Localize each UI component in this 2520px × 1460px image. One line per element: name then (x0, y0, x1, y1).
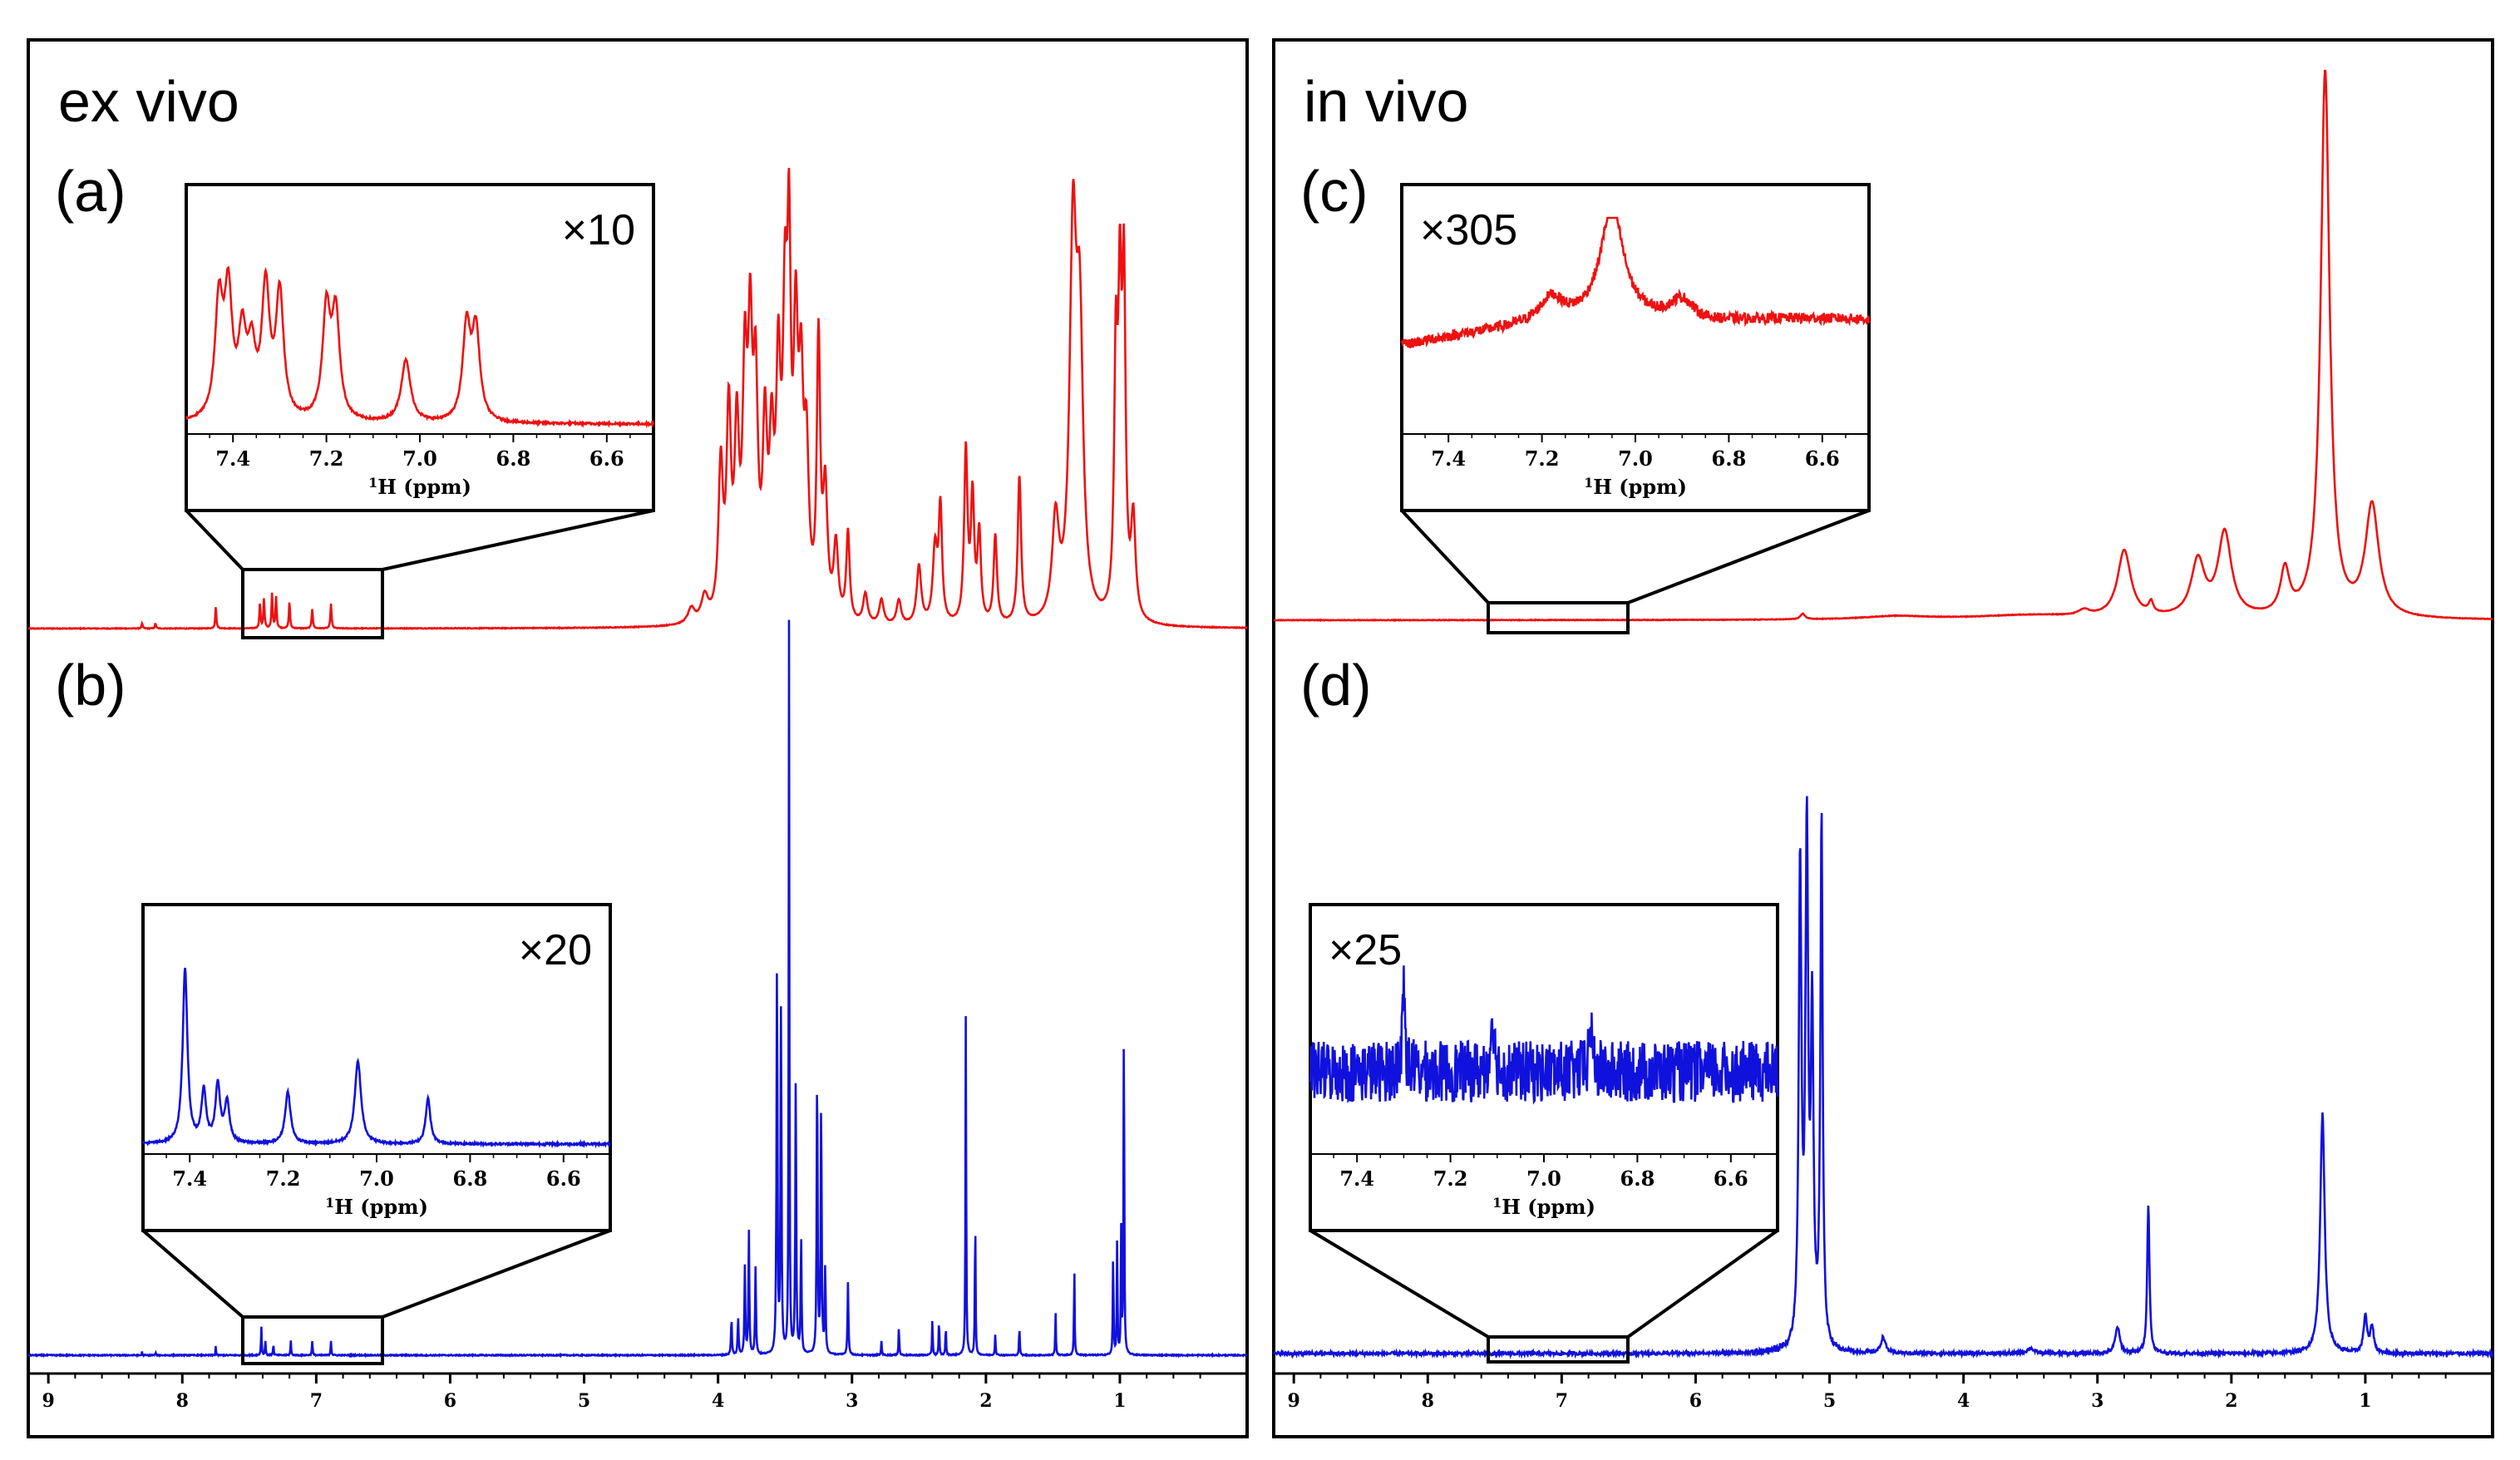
spectrum-line-d (1272, 796, 2494, 1359)
spectrum-line-a (27, 167, 1247, 631)
spectrum-line-c (1273, 69, 2493, 623)
left-panel-title: ex vivo (58, 69, 239, 134)
axis-tick-label: 7 (1556, 1390, 1568, 1412)
inset-axis-label-text: H (ppm) (1502, 1195, 1595, 1219)
inset-tick-label: 7.2 (1525, 446, 1560, 471)
inset-tick-label: 6.8 (1712, 446, 1747, 471)
zoom-connector-left (1400, 509, 1490, 604)
inset-spectrum-line (1400, 216, 1871, 349)
inset-tick-label: 6.6 (589, 446, 624, 471)
inset-tick-label: 7.4 (172, 1167, 207, 1191)
inset-a: ×10 7.4 7.2 7.0 6.8 6.6 1H (ppm) (185, 183, 655, 639)
inset-axis-label-text: H (ppm) (377, 475, 471, 499)
axis-tick-label: 9 (1288, 1390, 1300, 1412)
inset-magnification-label: ×25 (1329, 926, 1402, 974)
x-axis-right: 9 8 7 6 5 4 3 2 1 (1274, 1372, 2493, 1412)
inset-tick-label: 6.6 (1714, 1167, 1748, 1191)
zoom-connector-left (185, 509, 244, 571)
inset-tick-label: 7.0 (402, 446, 437, 471)
right-panel-frame (1272, 38, 2494, 1438)
inset-tick-label: 7.2 (1433, 1167, 1468, 1191)
inset-d: ×25 7.4 7.2 7.0 6.8 6.6 1H (ppm) (1309, 903, 1779, 1364)
inset-c: ×305 7.4 7.2 7.0 6.8 6.6 1H (ppm) (1400, 183, 1871, 634)
inset-spectrum-line (141, 967, 611, 1149)
zoom-region-box (1487, 601, 1630, 634)
axis-tick-label: 8 (176, 1390, 189, 1412)
axis-tick-label: 6 (1689, 1390, 1702, 1412)
axis-tick-label: 4 (712, 1390, 724, 1412)
inset-tick-label: 6.8 (496, 446, 531, 471)
axis-tick-label: 8 (1422, 1390, 1434, 1412)
inset-tick-label: 7.0 (1618, 446, 1653, 471)
inset-tick-label: 7.2 (266, 1167, 301, 1191)
inset-tick-label: 6.8 (453, 1167, 488, 1191)
inset-magnification-label: ×10 (562, 206, 635, 254)
inset-tick-label: 7.4 (1431, 446, 1466, 471)
axis-tick-label: 7 (310, 1390, 323, 1412)
inset-tick-label: 6.6 (1805, 446, 1840, 471)
zoom-region-box (241, 1315, 384, 1365)
panel-label-c: (c) (1300, 159, 1368, 224)
insets-layer: ×107.4 7.2 7.0 6.8 6.61H (ppm)×207.4 7.2 7.0 6.… (141, 183, 1871, 1365)
inset-tick-label: 7.4 (215, 446, 250, 471)
inset-tick-label: 7.4 (1339, 1167, 1374, 1191)
axis-tick-label: 3 (846, 1390, 858, 1412)
inset-tick-label: 7.0 (1526, 1167, 1561, 1191)
inset-b: ×20 7.4 7.2 7.0 6.8 6.6 1H (ppm) (141, 903, 612, 1365)
panel-label-b: (b) (55, 653, 126, 718)
inset-magnification-label: ×20 (519, 926, 592, 974)
inset-tick-label: 7.0 (359, 1167, 394, 1191)
inset-spectrum-line (185, 265, 655, 429)
left-panel-frame (27, 38, 1249, 1438)
inset-axis-label-sup: 1 (325, 1195, 334, 1211)
panel-label-a: (a) (55, 159, 126, 224)
inset-frame (1400, 183, 1871, 512)
zoom-region-box (1487, 1335, 1630, 1364)
panel-label-d: (d) (1300, 653, 1372, 718)
inset-frame (185, 183, 655, 512)
inset-tick-label: 6.6 (546, 1167, 581, 1191)
axis-tick-label: 2 (979, 1390, 992, 1412)
axis-tick-label: 6 (444, 1390, 456, 1412)
inset-axis-label-sup: 1 (1492, 1195, 1502, 1211)
spectrum-line-b (27, 619, 1248, 1359)
inset-axis-label-sup: 1 (368, 475, 377, 491)
inset-axis-label: 1H (ppm) (1492, 1195, 1595, 1219)
axis-tick-label: 1 (2359, 1390, 2371, 1412)
zoom-connector-right (1626, 1229, 1779, 1339)
inset-axis-label-text: H (ppm) (1593, 475, 1687, 499)
zoom-connector-left (1309, 1229, 1490, 1339)
spectra-layer (27, 69, 2494, 1359)
axis-tick-label: 4 (1957, 1390, 1970, 1412)
zoom-region-box (241, 568, 384, 639)
axis-tick-label: 5 (1823, 1390, 1836, 1412)
zoom-connector-left (141, 1229, 244, 1319)
inset-tick-label: 6.8 (1620, 1167, 1655, 1191)
axis-tick-label: 2 (2225, 1390, 2237, 1412)
right-panel-title: in vivo (1304, 69, 1468, 134)
zoom-connector-right (382, 1229, 611, 1319)
zoom-connector-right (1627, 509, 1870, 604)
inset-axis-label: 1H (ppm) (325, 1195, 428, 1219)
x-axis-left: 9 8 7 6 5 4 3 2 1 (28, 1372, 1247, 1412)
inset-axis-label: 1H (ppm) (1584, 475, 1687, 499)
axis-tick-label: 5 (578, 1390, 590, 1412)
inset-magnification-label: ×305 (1420, 206, 1517, 254)
zoom-connector-right (382, 509, 654, 571)
inset-axis-label-text: H (ppm) (334, 1195, 428, 1219)
inset-spectrum-line (1309, 965, 1779, 1105)
axis-tick-label: 3 (2091, 1390, 2103, 1412)
axis-tick-label: 1 (1113, 1390, 1126, 1412)
axis-tick-label: 9 (42, 1390, 55, 1412)
inset-tick-label: 7.2 (309, 446, 344, 471)
inset-axis-label-sup: 1 (1584, 475, 1593, 491)
inset-axis-label: 1H (ppm) (368, 475, 471, 499)
inset-frame (141, 903, 612, 1232)
